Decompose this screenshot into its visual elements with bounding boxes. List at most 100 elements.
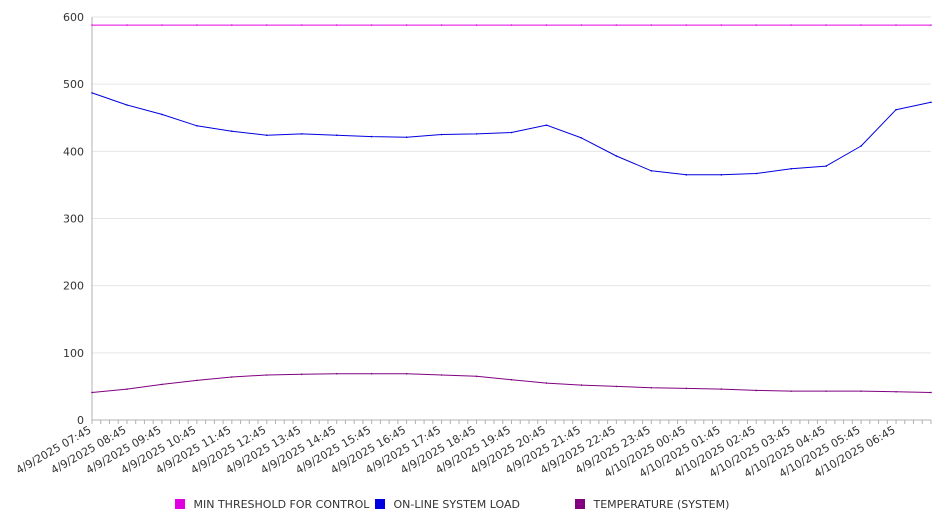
data-point-1 (615, 155, 618, 157)
series-line-1 (91, 92, 932, 176)
data-point-2 (265, 374, 268, 376)
y-tick-label-400: 400 (63, 145, 84, 158)
data-point-0 (510, 24, 513, 26)
data-point-2 (545, 382, 548, 384)
data-point-0 (370, 24, 373, 26)
data-point-2 (440, 374, 443, 376)
data-point-0 (405, 24, 408, 26)
y-tick-label-200: 200 (63, 280, 84, 293)
legend-item-temperature[interactable]: TEMPERATURE (SYSTEM) (575, 497, 729, 513)
data-point-0 (196, 24, 198, 26)
data-point-0 (685, 24, 688, 26)
data-point-1 (825, 165, 827, 167)
legend-label-min-threshold: MIN THRESHOLD FOR CONTROL (193, 498, 370, 511)
data-point-0 (126, 24, 128, 26)
data-point-1 (755, 172, 758, 175)
data-point-0 (265, 24, 268, 26)
data-point-1 (405, 136, 408, 139)
data-point-2 (825, 390, 827, 392)
data-point-2 (161, 383, 163, 386)
data-point-1 (860, 145, 862, 147)
data-point-0 (860, 24, 862, 26)
data-point-0 (545, 24, 548, 26)
series-line-2 (91, 373, 932, 393)
data-point-1 (91, 92, 93, 94)
data-point-1 (930, 101, 932, 104)
data-point-0 (161, 24, 163, 26)
data-point-0 (895, 24, 897, 26)
data-point-0 (580, 24, 583, 26)
data-point-2 (196, 379, 198, 382)
data-point-2 (930, 391, 932, 394)
legend-swatch-system-load (375, 499, 385, 509)
data-point-1 (265, 134, 268, 137)
data-point-2 (370, 372, 373, 375)
data-point-2 (895, 390, 897, 393)
series (91, 24, 932, 394)
data-point-2 (300, 373, 303, 376)
data-point-0 (790, 24, 792, 26)
y-tick-label-500: 500 (63, 78, 84, 91)
data-point-1 (510, 131, 513, 134)
y-tick-label-300: 300 (63, 213, 84, 226)
data-point-1 (895, 108, 897, 111)
data-point-0 (650, 24, 653, 26)
data-point-0 (231, 24, 233, 26)
data-point-2 (335, 372, 338, 375)
legend-swatch-temperature (575, 499, 585, 509)
data-point-1 (580, 137, 583, 139)
data-point-2 (580, 384, 583, 386)
gridlines (92, 16, 931, 354)
data-point-2 (475, 375, 478, 378)
data-point-2 (91, 391, 93, 394)
data-point-1 (335, 134, 338, 137)
data-point-0 (755, 24, 758, 26)
data-point-2 (790, 390, 792, 392)
data-point-2 (405, 372, 408, 375)
data-point-1 (300, 133, 303, 135)
legend: MIN THRESHOLD FOR CONTROL ON-LINE SYSTEM… (175, 497, 935, 515)
legend-item-system-load[interactable]: ON-LINE SYSTEM LOAD (375, 497, 520, 513)
legend-label-temperature: TEMPERATURE (SYSTEM) (593, 498, 730, 511)
data-point-0 (91, 24, 93, 26)
data-point-2 (755, 389, 758, 392)
data-point-2 (615, 385, 618, 388)
data-point-1 (790, 167, 792, 170)
data-point-2 (126, 388, 128, 390)
data-point-1 (231, 130, 233, 132)
axes (91, 17, 932, 424)
data-point-1 (650, 170, 653, 172)
y-tick-label-0: 0 (77, 414, 84, 427)
data-point-2 (650, 386, 653, 389)
data-point-0 (440, 24, 443, 26)
y-tick-label-600: 600 (63, 11, 84, 24)
data-point-0 (720, 24, 723, 26)
legend-label-system-load: ON-LINE SYSTEM LOAD (393, 498, 520, 511)
data-point-1 (161, 113, 163, 116)
data-point-1 (475, 133, 478, 135)
data-point-1 (440, 133, 443, 136)
data-point-1 (196, 125, 198, 127)
data-point-0 (930, 24, 932, 26)
legend-item-min-threshold[interactable]: MIN THRESHOLD FOR CONTROL (175, 497, 369, 513)
data-point-2 (231, 376, 233, 378)
legend-swatch-min-threshold (175, 499, 185, 509)
data-point-2 (860, 390, 862, 392)
data-point-2 (510, 378, 513, 381)
data-point-0 (475, 24, 478, 26)
y-tick-label-100: 100 (63, 347, 84, 360)
data-point-2 (720, 388, 723, 390)
data-point-1 (126, 104, 128, 106)
data-point-1 (370, 135, 373, 138)
data-point-0 (300, 24, 303, 26)
data-point-1 (720, 174, 723, 176)
data-point-0 (335, 24, 338, 26)
data-point-1 (545, 124, 548, 126)
data-point-2 (685, 387, 688, 390)
data-point-0 (615, 24, 618, 26)
data-point-1 (685, 174, 688, 176)
data-point-0 (825, 24, 827, 26)
